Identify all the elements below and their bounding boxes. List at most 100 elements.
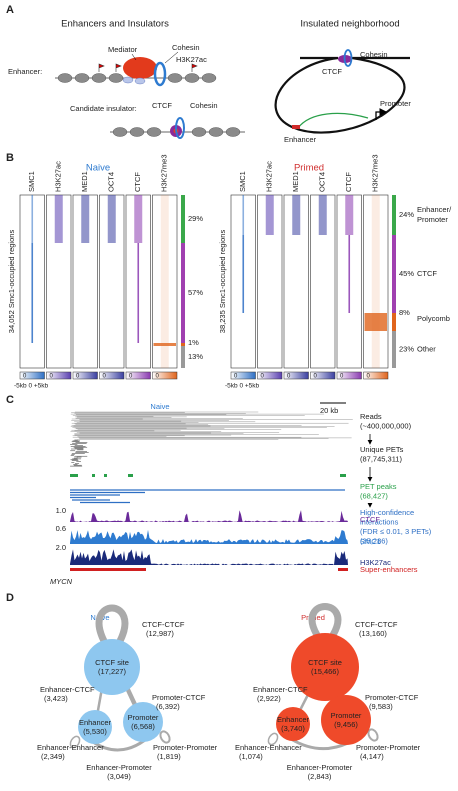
edge-count: (12,987) bbox=[146, 629, 174, 638]
node-label: Enhancer bbox=[277, 715, 310, 724]
shape bbox=[164, 51, 179, 64]
heatmap-title: Primed bbox=[294, 163, 324, 174]
shape bbox=[340, 474, 346, 477]
column-label: MED1 bbox=[291, 171, 300, 192]
edge-label: Promoter-Promoter bbox=[356, 743, 421, 752]
fraction: 23% bbox=[399, 344, 414, 353]
track-scale: 1.0 bbox=[56, 506, 66, 515]
cluster-bar bbox=[181, 195, 185, 243]
shape bbox=[338, 568, 348, 571]
class-label: Enhancer/ bbox=[417, 205, 452, 214]
shape bbox=[92, 738, 146, 752]
shape bbox=[159, 730, 171, 744]
cluster-bar bbox=[181, 346, 185, 368]
colorbar-label: 0 bbox=[314, 374, 318, 380]
shape bbox=[292, 195, 301, 235]
shape bbox=[108, 73, 124, 83]
shape bbox=[112, 127, 128, 137]
label: CTCF bbox=[322, 67, 342, 76]
panel-label: C bbox=[6, 394, 14, 406]
node-label: CTCF site bbox=[95, 658, 129, 667]
label: Candidate insulator: bbox=[70, 104, 137, 113]
step-label: Unique PETs bbox=[360, 445, 404, 454]
edge-count: (2,843) bbox=[308, 772, 332, 781]
label: Enhancer bbox=[284, 135, 317, 144]
edge-count: (1,819) bbox=[157, 752, 181, 761]
edge-count: (9,583) bbox=[369, 702, 393, 711]
colorbar-label: 0 bbox=[287, 374, 291, 380]
shape bbox=[225, 127, 241, 137]
edge-label: CTCF-CTCF bbox=[142, 620, 185, 629]
node bbox=[84, 639, 140, 695]
shape bbox=[72, 371, 98, 380]
step-label: High-confidence bbox=[360, 508, 414, 517]
shape bbox=[364, 313, 387, 331]
node-label: Promoter bbox=[331, 711, 362, 720]
node bbox=[123, 702, 163, 742]
shape bbox=[348, 235, 351, 313]
node-count: (15,466) bbox=[311, 667, 339, 676]
edge-label: Enhancer-Promoter bbox=[287, 763, 353, 772]
shape bbox=[160, 195, 169, 368]
colorbar-label: 0 bbox=[76, 374, 80, 380]
signal-track bbox=[70, 529, 348, 544]
shape bbox=[297, 112, 369, 129]
label: Enhancer: bbox=[8, 67, 42, 76]
cluster-bar bbox=[181, 243, 185, 343]
node-count: (5,530) bbox=[83, 727, 107, 736]
shape bbox=[257, 371, 283, 380]
axis-label: 34,052 Smc1-occupied regions bbox=[7, 230, 16, 334]
edge-label: Enhancer-CTCF bbox=[253, 685, 308, 694]
shape bbox=[57, 73, 73, 83]
label: Promoter bbox=[380, 99, 411, 108]
edge-count: (1,074) bbox=[239, 752, 263, 761]
colorbar-label: 0 bbox=[103, 374, 107, 380]
shape bbox=[122, 76, 134, 84]
step-label: interactions bbox=[360, 517, 399, 526]
colorbar-label: 0 bbox=[367, 374, 371, 380]
class-label: CTCF bbox=[417, 269, 437, 278]
shape bbox=[153, 61, 167, 87]
shape bbox=[184, 73, 200, 83]
shape bbox=[46, 371, 72, 380]
label: CTCF bbox=[152, 101, 172, 110]
step-label: (FDR ≤ 0.01, 3 PETs) bbox=[360, 527, 432, 536]
fraction: 57% bbox=[188, 288, 203, 297]
column-label: H3K27me3 bbox=[160, 154, 169, 192]
edge-count: (3,423) bbox=[44, 694, 68, 703]
shape bbox=[310, 371, 336, 380]
cluster-bar bbox=[392, 235, 396, 313]
panel-label: B bbox=[6, 152, 14, 164]
step-label: Reads bbox=[360, 412, 382, 421]
edge-count: (2,349) bbox=[41, 752, 65, 761]
label: 20 kb bbox=[320, 406, 338, 415]
column-label: SMC1 bbox=[238, 171, 247, 192]
shape bbox=[104, 474, 107, 477]
shape bbox=[367, 728, 379, 742]
node-count: (17,227) bbox=[98, 667, 126, 676]
shape bbox=[70, 474, 78, 477]
shape bbox=[208, 127, 224, 137]
shape bbox=[91, 73, 107, 83]
shape bbox=[318, 195, 327, 235]
node-label: CTCF site bbox=[308, 658, 342, 667]
column-label: OCT4 bbox=[318, 172, 327, 192]
class-label: Polycomb bbox=[417, 314, 450, 323]
track-name: H3K27ac bbox=[360, 558, 391, 567]
shape bbox=[274, 56, 410, 134]
shape bbox=[308, 603, 342, 637]
node-count: (6,568) bbox=[131, 722, 155, 731]
edge-label: CTCF-CTCF bbox=[355, 620, 398, 629]
colorbar-label: 0 bbox=[50, 374, 54, 380]
shape bbox=[292, 125, 300, 129]
step-label: (87,745,311) bbox=[360, 454, 402, 463]
colorbar-label: 0 bbox=[156, 374, 160, 380]
shape bbox=[265, 195, 274, 235]
track-name: Super-enhancers bbox=[360, 565, 418, 574]
step-label: (~400,000,000) bbox=[360, 421, 412, 430]
panel-label: A bbox=[6, 4, 14, 16]
column-label: CTCF bbox=[133, 172, 142, 192]
shape bbox=[153, 343, 176, 346]
shape bbox=[99, 371, 125, 380]
